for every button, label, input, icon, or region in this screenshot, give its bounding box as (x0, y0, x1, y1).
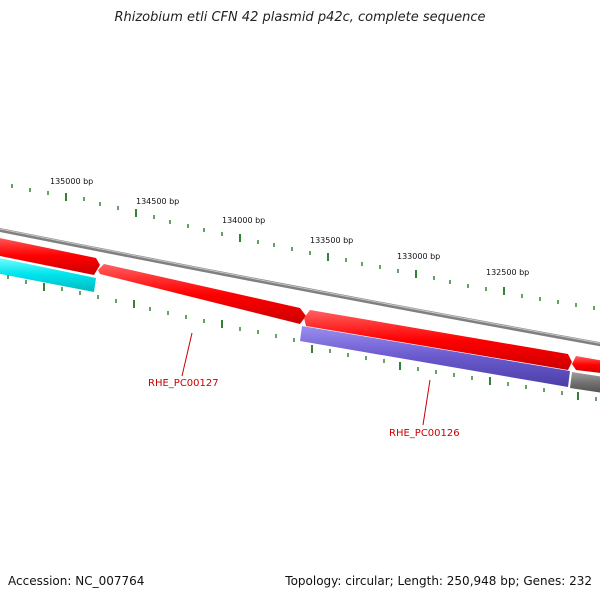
scale-label-133500: 133500 bp (310, 236, 353, 245)
accession-text: Accession: NC_007764 (8, 574, 145, 588)
gene-label-leader (422, 379, 431, 426)
forward-gene-arrow (304, 310, 572, 370)
scale-label-133000: 133000 bp (397, 252, 440, 261)
plasmid-backbone-highlight (0, 228, 600, 344)
scale-labels: 135000 bp 134500 bp 134000 bp 133500 bp … (50, 177, 529, 277)
forward-gene-arrow (572, 356, 600, 373)
reverse-gene-gray (570, 372, 600, 393)
gene-label-RHE_PC00126[interactable]: RHE_PC00126 (389, 428, 460, 439)
scale-label-132500: 132500 bp (486, 268, 529, 277)
scale-label-135000: 135000 bp (50, 177, 93, 186)
plasmid-backbone (0, 227, 600, 347)
reverse-gene-cyan (0, 258, 96, 292)
topology-summary: Topology: circular; Length: 250,948 bp; … (285, 574, 592, 588)
scale-label-134000: 134000 bp (222, 216, 265, 225)
gene-label-RHE_PC00127[interactable]: RHE_PC00127 (148, 378, 219, 389)
outer-tick-row (11, 184, 595, 310)
gene-label-leader (181, 332, 193, 377)
reverse-gene-blue (300, 326, 570, 387)
map-title: Rhizobium etli CFN 42 plasmid p42c, comp… (114, 10, 486, 25)
forward-gene-arrow (98, 264, 306, 324)
inner-tick-row (7, 275, 597, 401)
scale-label-134500: 134500 bp (136, 197, 179, 206)
forward-gene-arrow (0, 238, 100, 275)
